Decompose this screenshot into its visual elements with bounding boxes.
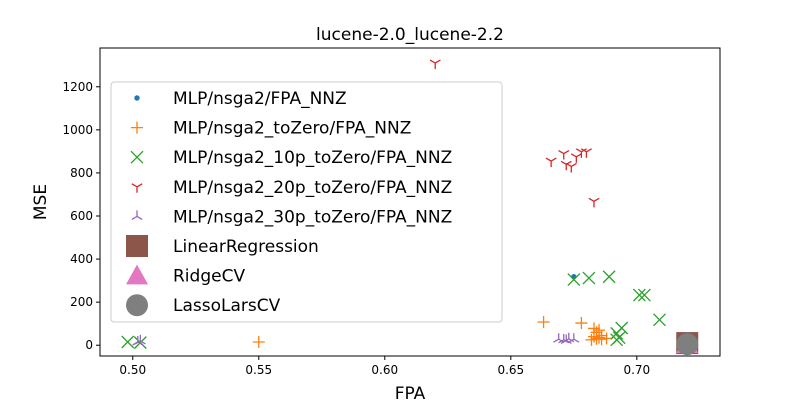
data-point	[565, 162, 577, 173]
data-point	[133, 336, 147, 350]
data-point	[560, 334, 572, 345]
data-point	[545, 157, 557, 168]
data-point	[676, 333, 699, 356]
y-axis: 0 200 400 600 800 1000 1200	[62, 80, 100, 352]
y-tick-label: 1000	[62, 123, 93, 137]
y-axis-label: MSE	[31, 184, 51, 220]
y-tick-label: 400	[70, 252, 93, 266]
data-point	[653, 313, 666, 327]
x-axis: 0.50 0.55 0.60 0.65 0.70	[119, 356, 650, 377]
data-point	[134, 334, 146, 345]
y-tick-label: 800	[70, 166, 93, 180]
legend-label: LassoLarsCV	[173, 296, 281, 316]
legend-label: MLP/nsga2/FPA_NNZ	[173, 89, 347, 109]
legend-marker	[131, 210, 143, 220]
data-point	[429, 59, 441, 70]
legend-marker	[131, 121, 143, 134]
legend-box	[110, 81, 503, 323]
data-point	[580, 148, 592, 158]
legend-label: MLP/nsga2_toZero/FPA_NNZ	[173, 119, 411, 139]
y-tick-label: 600	[70, 209, 93, 223]
data-point	[632, 288, 646, 302]
x-tick-label: 0.70	[623, 363, 650, 377]
data-point	[588, 197, 600, 208]
legend-marker	[130, 150, 144, 164]
legend-marker	[131, 183, 143, 193]
legend-marker	[126, 264, 148, 285]
data-point	[568, 333, 580, 343]
data-point	[582, 271, 596, 285]
data-point	[637, 288, 651, 302]
data-point	[585, 333, 598, 346]
data-point	[558, 149, 570, 160]
legend-marker	[126, 235, 148, 257]
legend: MLP/nsga2/FPA_NNZ MLP/nsga2_toZero/FPA_NN…	[110, 81, 503, 323]
legend-marker	[126, 294, 148, 317]
data-point	[587, 330, 600, 343]
x-tick-label: 0.50	[119, 363, 146, 377]
x-tick-label: 0.55	[245, 363, 272, 377]
data-point	[595, 333, 608, 346]
legend-label: MLP/nsga2_30p_toZero/FPA_NNZ	[173, 207, 452, 227]
data-point	[567, 273, 581, 286]
data-point	[121, 335, 135, 349]
data-point	[558, 333, 570, 344]
data-point	[602, 270, 616, 284]
y-tick-label: 0	[85, 338, 93, 352]
x-tick-label: 0.65	[497, 363, 524, 377]
data-point	[610, 333, 624, 347]
y-tick-label: 200	[70, 295, 93, 309]
data-point	[537, 315, 550, 328]
data-point	[570, 153, 582, 163]
plot-points	[121, 59, 699, 356]
legend-marker	[134, 95, 140, 101]
x-axis-label: FPA	[395, 384, 426, 400]
y-tick-label: 1200	[62, 80, 93, 94]
legend-label: LinearRegression	[173, 237, 319, 257]
data-point	[575, 317, 588, 330]
legend-label: MLP/nsga2_20p_toZero/FPA_NNZ	[173, 178, 452, 198]
legend-label: MLP/nsga2_10p_toZero/FPA_NNZ	[173, 148, 452, 168]
data-point	[252, 336, 265, 348]
legend-label: RidgeCV	[173, 267, 245, 287]
chart-title: lucene-2.0_lucene-2.2	[316, 25, 504, 45]
data-point	[615, 321, 629, 335]
plot-frame	[99, 47, 721, 357]
x-tick-label: 0.60	[371, 363, 398, 377]
data-point	[593, 331, 606, 344]
